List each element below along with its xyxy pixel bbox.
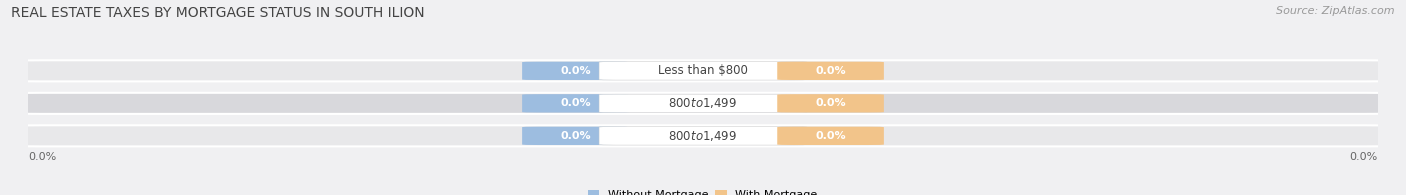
Text: 0.0%: 0.0% — [815, 131, 846, 141]
Text: 0.0%: 0.0% — [560, 131, 591, 141]
FancyBboxPatch shape — [599, 62, 807, 80]
FancyBboxPatch shape — [21, 60, 1385, 82]
Text: 0.0%: 0.0% — [28, 152, 56, 162]
Text: 0.0%: 0.0% — [1350, 152, 1378, 162]
Text: 0.0%: 0.0% — [815, 66, 846, 76]
Text: 0.0%: 0.0% — [560, 98, 591, 108]
Text: 0.0%: 0.0% — [815, 98, 846, 108]
Text: $800 to $1,499: $800 to $1,499 — [668, 129, 738, 143]
Text: Less than $800: Less than $800 — [658, 64, 748, 77]
FancyBboxPatch shape — [778, 62, 884, 80]
FancyBboxPatch shape — [599, 94, 807, 113]
FancyBboxPatch shape — [599, 127, 807, 145]
Legend: Without Mortgage, With Mortgage: Without Mortgage, With Mortgage — [588, 190, 818, 195]
FancyBboxPatch shape — [21, 125, 1385, 146]
Text: 0.0%: 0.0% — [560, 66, 591, 76]
FancyBboxPatch shape — [778, 94, 884, 113]
Text: Source: ZipAtlas.com: Source: ZipAtlas.com — [1277, 6, 1395, 16]
FancyBboxPatch shape — [778, 127, 884, 145]
FancyBboxPatch shape — [21, 93, 1385, 114]
FancyBboxPatch shape — [522, 94, 628, 113]
FancyBboxPatch shape — [522, 127, 628, 145]
Text: REAL ESTATE TAXES BY MORTGAGE STATUS IN SOUTH ILION: REAL ESTATE TAXES BY MORTGAGE STATUS IN … — [11, 6, 425, 20]
FancyBboxPatch shape — [522, 62, 628, 80]
Text: $800 to $1,499: $800 to $1,499 — [668, 96, 738, 110]
